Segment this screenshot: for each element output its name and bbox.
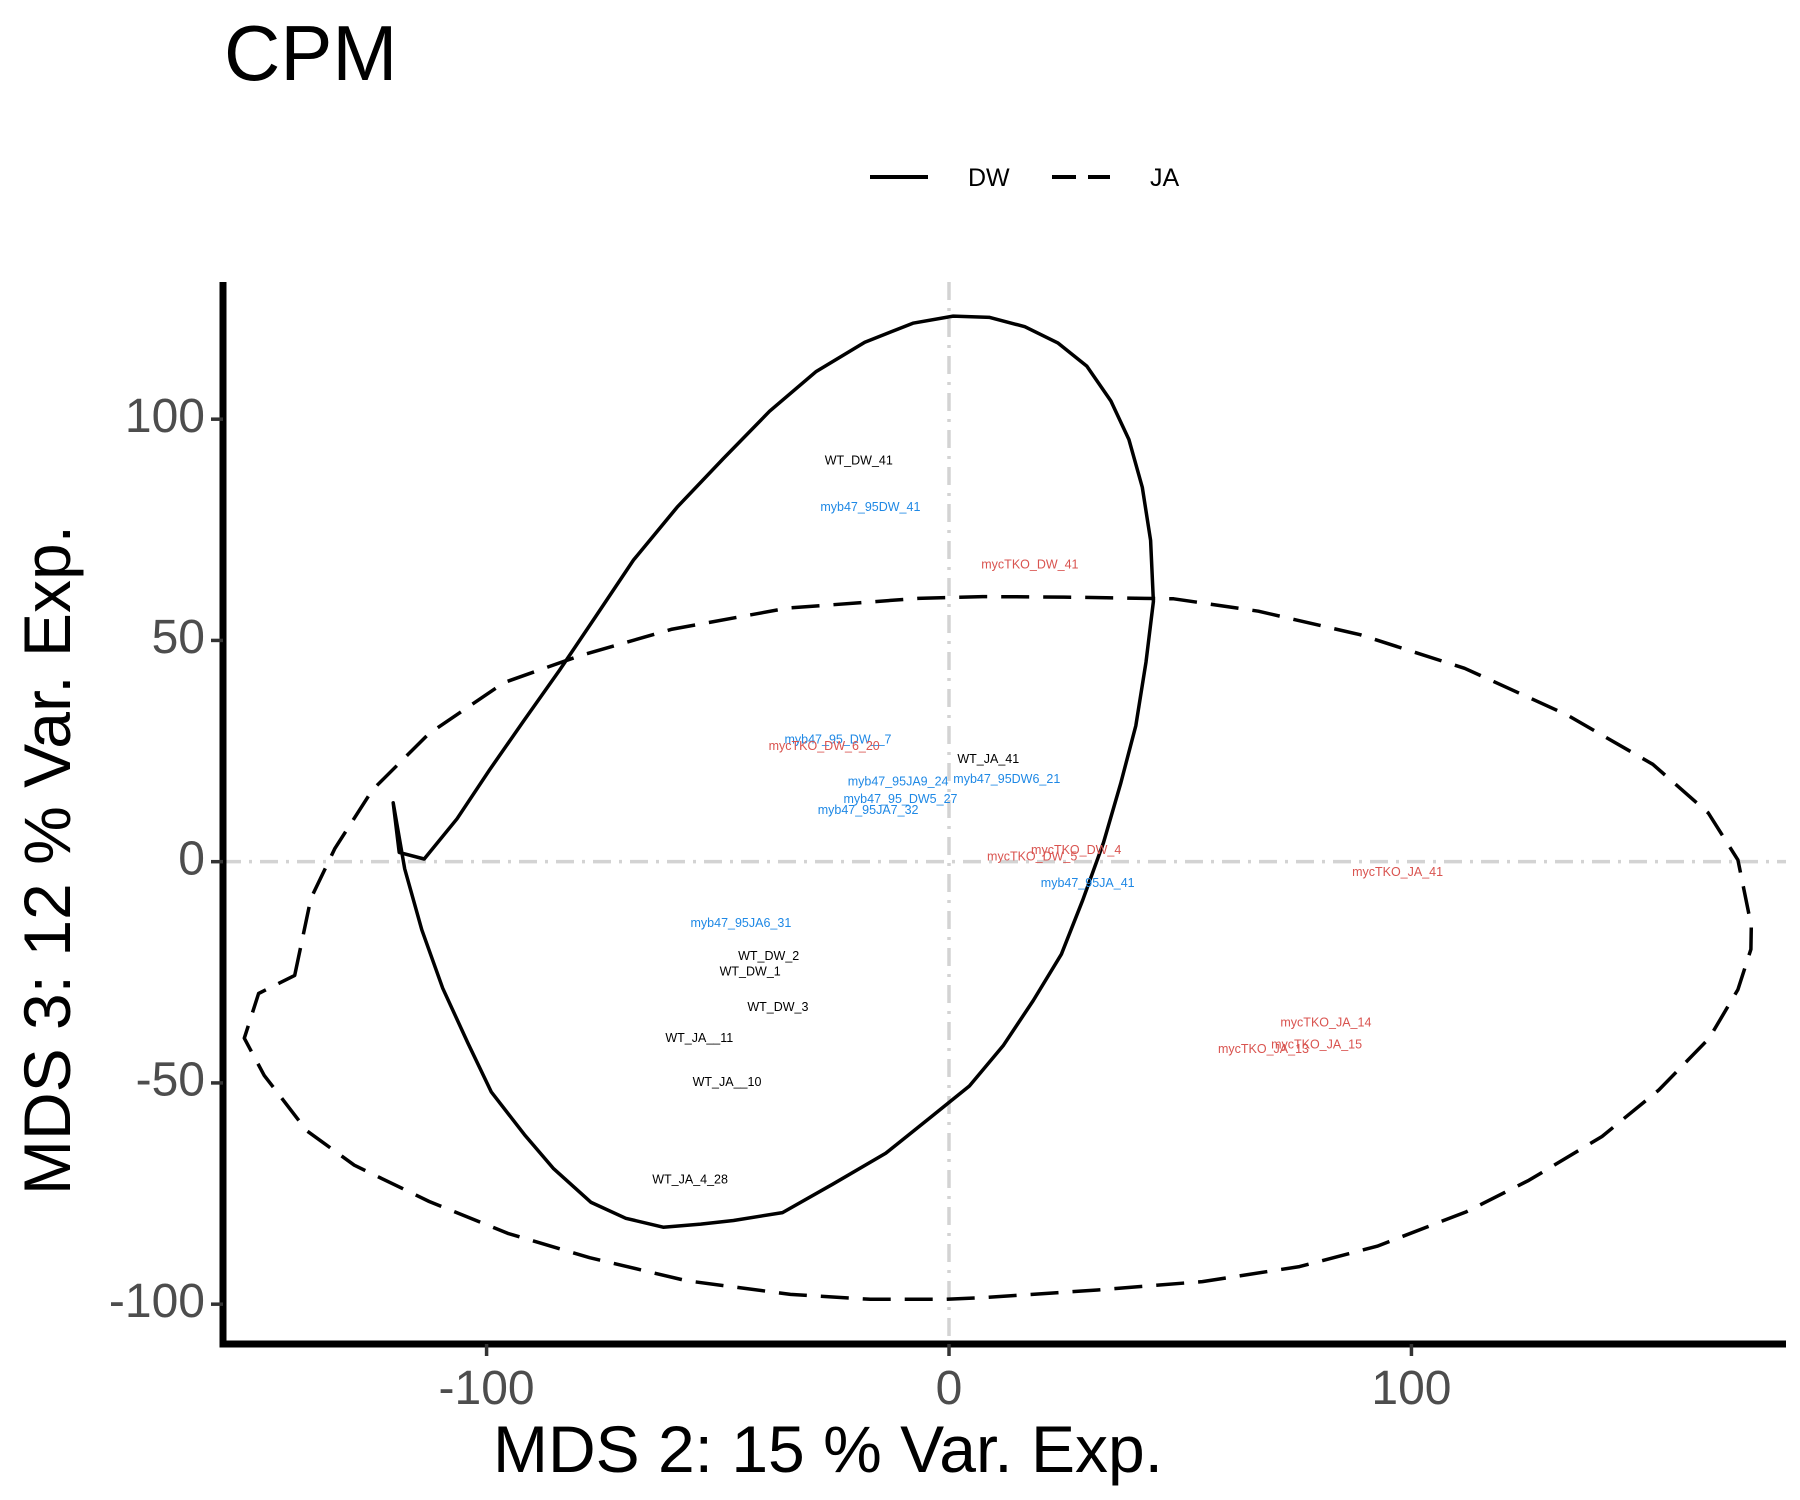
ellipse-ja	[242, 594, 1754, 1302]
ellipse-dw	[391, 314, 1156, 1229]
y-tick-label: -50	[136, 1054, 205, 1107]
point-label-myctko-ja-15: mycTKO_JA_15	[1271, 1038, 1362, 1052]
chart-title: CPM	[224, 9, 397, 97]
point-label-myb47-95ja7-32: myb47_95JA7_32	[818, 803, 919, 817]
point-label-myb47-95dw-41: myb47_95DW_41	[820, 500, 920, 514]
y-tick-label: 0	[178, 832, 205, 885]
point-label-wt-ja-11: WT_JA__11	[665, 1031, 733, 1045]
point-label-myctko-ja-14: mycTKO_JA_14	[1280, 1015, 1371, 1029]
legend-ja-label: JA	[1150, 164, 1180, 192]
y-tick-label: 100	[125, 390, 205, 443]
y-tick-label: -100	[109, 1275, 205, 1328]
y-axis-title: MDS 3: 12 % Var. Exp.	[10, 525, 84, 1195]
point-label-myctko-ja-41: mycTKO_JA_41	[1352, 865, 1443, 879]
x-tick-label: 100	[1371, 1362, 1451, 1415]
point-label-myb47-95-dw-7: myb47_95_DW__7	[784, 732, 891, 746]
point-label-myb47-95ja6-31: myb47_95JA6_31	[691, 916, 792, 930]
point-label-wt-ja-10: WT_JA__10	[693, 1075, 762, 1089]
point-label-myctko-dw-6-20: mycTKO_DW_6_20	[769, 739, 880, 753]
point-label-myb47-95dw6-21: myb47_95DW6_21	[953, 772, 1060, 786]
plot-area: WT_DW_41 myb47_95DW_41 mycTKO_DW_41 myb47_9…	[109, 282, 1786, 1415]
x-axis-title: MDS 2: 15 % Var. Exp.	[493, 1412, 1163, 1486]
point-label-wt-ja-4-28: WT_JA_4_28	[652, 1173, 728, 1187]
point-label-myctko-dw-4: mycTKO_DW_4	[1031, 843, 1121, 857]
point-label-myb47-95ja-41: myb47_95JA_41	[1041, 876, 1135, 890]
point-label-myctko-dw-5: mycTKO_DW_5	[987, 850, 1077, 864]
y-tick-label: 50	[152, 611, 205, 664]
legend-dw-label: DW	[968, 164, 1010, 192]
point-label-myctko-ja-13: mycTKO_JA_13	[1218, 1042, 1309, 1056]
point-label-myb47-95-dw5-27: myb47_95_DW5_27	[844, 792, 958, 806]
x-tick-label: 0	[936, 1362, 963, 1415]
x-tick-label: -100	[439, 1362, 535, 1415]
legend: DW JA	[870, 164, 1180, 192]
point-label-wt-dw-1: WT_DW_1	[720, 965, 781, 979]
point-label-wt-dw-2: WT_DW_2	[738, 949, 799, 963]
point-label-wt-dw-41: WT_DW_41	[825, 453, 893, 467]
point-label-myb47-95ja9-24: myb47_95JA9_24	[848, 774, 949, 788]
point-label-wt-ja-41: WT_JA_41	[957, 752, 1019, 766]
point-label-wt-dw-3: WT_DW_3	[747, 1000, 808, 1014]
point-label-myctko-dw-41: mycTKO_DW_41	[981, 557, 1078, 571]
